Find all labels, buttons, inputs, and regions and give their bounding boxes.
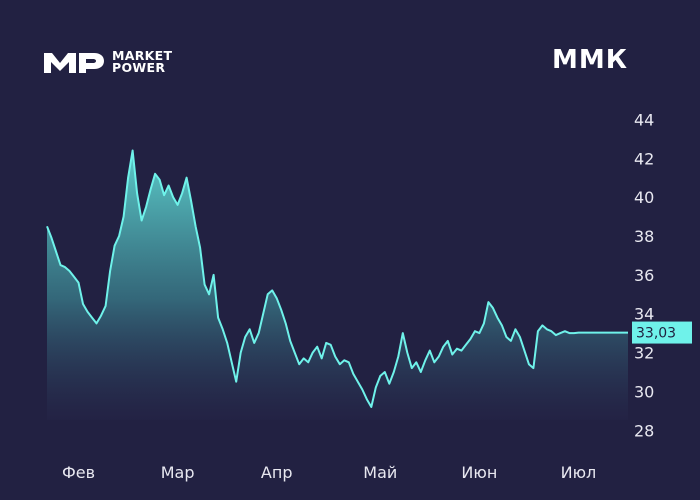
y-tick-label: 30 [634,382,654,401]
y-tick-label: 34 [634,305,654,324]
mp-logo-icon [44,53,104,73]
price-area [47,150,628,420]
x-tick-label: Мар [161,463,195,482]
x-tick-label: Фев [62,463,95,482]
x-tick-label: Апр [261,463,293,482]
x-tick-label: Май [363,463,397,482]
brand-line1: MARKET [112,48,173,63]
x-tick-label: Июл [561,463,597,482]
ticker-title: ММК [552,45,628,75]
y-tick-label: 44 [634,110,654,129]
price-line [46,149,628,408]
y-tick-label: 32 [634,344,654,363]
y-tick-label: 28 [634,421,654,440]
brand-line2: POWER [112,60,166,75]
y-tick-label: 36 [634,266,654,285]
last-value-badge [632,321,692,344]
y-tick-label: 42 [634,149,654,168]
x-tick-label: Июн [461,463,497,482]
brand-logo: MARKET POWER [42,49,172,75]
y-tick-label: 40 [634,188,654,207]
last-value-label: 33,03 [636,326,676,342]
y-tick-label: 38 [634,227,654,246]
brand-name: MARKET POWER [112,48,173,75]
